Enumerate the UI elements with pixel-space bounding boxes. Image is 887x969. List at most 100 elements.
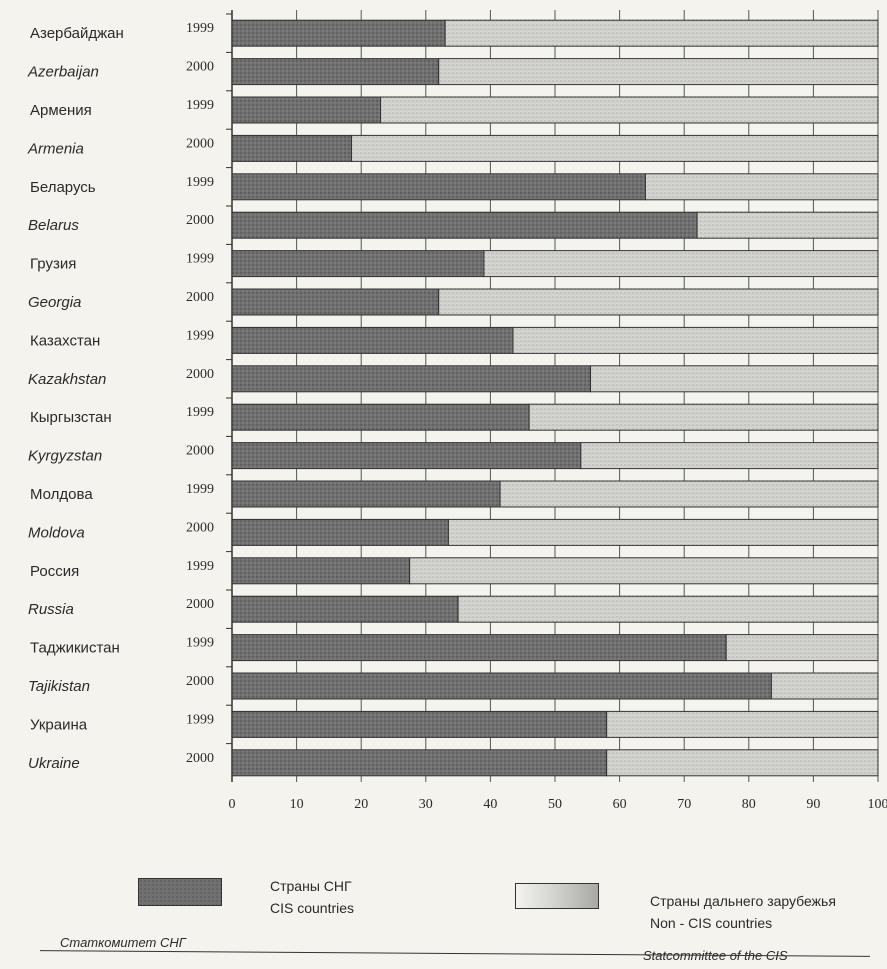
row-country-label-14: Россия — [30, 563, 79, 580]
x-tick-label-80: 80 — [742, 797, 756, 812]
row-year-label-12: 1999 — [186, 482, 214, 497]
row-year-label-15: 2000 — [186, 597, 214, 612]
row-country-label-9: Kazakhstan — [28, 371, 106, 388]
bar-non-cis-17 — [770, 672, 879, 700]
bar-non-cis-1 — [438, 58, 879, 86]
bar-cis-7 — [231, 288, 440, 316]
row-country-label-2: Армения — [30, 102, 92, 119]
bar-non-cis-9 — [590, 365, 879, 393]
x-tick-label-0: 0 — [229, 797, 236, 812]
row-country-label-13: Moldova — [28, 524, 85, 541]
bar-non-cis-16 — [725, 634, 879, 662]
bar-cis-2 — [231, 96, 382, 124]
bar-cis-10 — [231, 403, 530, 431]
legend-cis-ru: Страны СНГ — [270, 878, 352, 894]
bar-cis-16 — [231, 634, 727, 662]
source-left: Статкомитет СНГ — [60, 935, 186, 950]
bar-non-cis-8 — [512, 326, 879, 354]
bar-cis-19 — [231, 749, 608, 777]
row-country-label-1: Azerbaijan — [27, 64, 99, 81]
row-year-label-17: 2000 — [186, 674, 214, 689]
bar-cis-8 — [231, 326, 514, 354]
bar-non-cis-19 — [606, 749, 879, 777]
legend-non-cis-en: Non - CIS countries — [650, 915, 773, 931]
x-tick-label-50: 50 — [548, 797, 562, 812]
x-tick-label-10: 10 — [290, 797, 304, 812]
bar-non-cis-11 — [580, 442, 879, 470]
bar-cis-3 — [231, 134, 353, 162]
row-country-label-12: Молдова — [30, 486, 93, 503]
row-year-label-2: 1999 — [186, 98, 214, 113]
bar-non-cis-3 — [351, 134, 879, 162]
row-year-label-5: 2000 — [186, 213, 214, 228]
row-country-label-7: Georgia — [28, 294, 81, 311]
row-year-label-10: 1999 — [186, 405, 214, 420]
bar-cis-15 — [231, 595, 459, 623]
x-tick-label-40: 40 — [483, 797, 497, 812]
bar-non-cis-0 — [444, 19, 879, 47]
bar-non-cis-12 — [499, 480, 879, 508]
row-year-label-1: 2000 — [186, 60, 214, 75]
row-country-label-19: Ukraine — [28, 755, 80, 772]
row-country-label-6: Грузия — [30, 256, 76, 273]
row-country-label-11: Kyrgyzstan — [28, 448, 102, 465]
row-country-label-0: Азербайджан — [30, 25, 124, 42]
bar-cis-11 — [231, 442, 582, 470]
bar-cis-12 — [231, 480, 501, 508]
x-tick-label-70: 70 — [677, 797, 691, 812]
row-year-label-18: 1999 — [186, 712, 214, 727]
row-year-label-0: 1999 — [186, 21, 214, 36]
bar-cis-17 — [231, 672, 772, 700]
legend-swatch-non-cis — [515, 883, 599, 909]
bar-non-cis-18 — [606, 710, 879, 738]
x-tick-label-30: 30 — [419, 797, 433, 812]
row-country-label-8: Казахстан — [30, 332, 100, 349]
row-year-label-11: 2000 — [186, 444, 214, 459]
row-year-label-14: 1999 — [186, 559, 214, 574]
legend-cis-en: CIS countries — [270, 900, 355, 916]
row-country-label-17: Tajikistan — [28, 678, 90, 695]
bar-cis-13 — [231, 518, 449, 546]
row-year-label-13: 2000 — [186, 520, 214, 535]
row-country-label-5: Belarus — [28, 217, 79, 234]
bar-non-cis-14 — [409, 557, 879, 585]
row-country-label-16: Таджикистан — [30, 640, 120, 657]
bar-non-cis-6 — [483, 250, 879, 278]
row-country-label-10: Кыргызстан — [30, 409, 112, 426]
bars — [231, 19, 879, 777]
x-tick-label-100: 100 — [868, 797, 887, 812]
legend-swatch-cis — [138, 878, 222, 906]
x-axis-ticks: 0 10 20 30 40 50 60 70 80 90 100 — [229, 797, 887, 812]
row-year-label-16: 1999 — [186, 636, 214, 651]
x-tick-label-20: 20 — [354, 797, 368, 812]
row-country-label-18: Украина — [30, 716, 88, 733]
row-year-label-4: 1999 — [186, 175, 214, 190]
bar-cis-4 — [231, 173, 646, 201]
bar-non-cis-7 — [438, 288, 879, 316]
bar-cis-18 — [231, 710, 608, 738]
bar-cis-9 — [231, 365, 592, 393]
row-year-label-7: 2000 — [186, 290, 214, 305]
bar-cis-14 — [231, 557, 411, 585]
x-tick-label-60: 60 — [613, 797, 627, 812]
legend-label-non-cis: Страны дальнего зарубежья Non - CIS coun… — [650, 890, 836, 934]
bar-cis-1 — [231, 58, 440, 86]
row-year-label-9: 2000 — [186, 367, 214, 382]
bar-non-cis-13 — [447, 518, 879, 546]
legend-non-cis-ru: Страны дальнего зарубежья — [650, 893, 836, 909]
bar-non-cis-4 — [644, 173, 879, 201]
bar-cis-6 — [231, 250, 485, 278]
row-country-label-3: Armenia — [27, 140, 84, 157]
bar-non-cis-5 — [696, 211, 879, 239]
row-labels: Азербайджан 1999 Azerbaijan 2000 Армения 1999… — [27, 21, 214, 772]
row-country-label-15: Russia — [28, 601, 74, 618]
row-year-label-6: 1999 — [186, 252, 214, 267]
bar-non-cis-2 — [380, 96, 879, 124]
row-year-label-19: 2000 — [186, 751, 214, 766]
bar-non-cis-15 — [457, 595, 879, 623]
bar-cis-0 — [231, 19, 446, 47]
row-year-label-3: 2000 — [186, 136, 214, 151]
row-country-label-4: Беларусь — [30, 179, 96, 196]
legend-label-cis: Страны СНГ CIS countries — [270, 875, 354, 919]
bar-cis-5 — [231, 211, 698, 239]
